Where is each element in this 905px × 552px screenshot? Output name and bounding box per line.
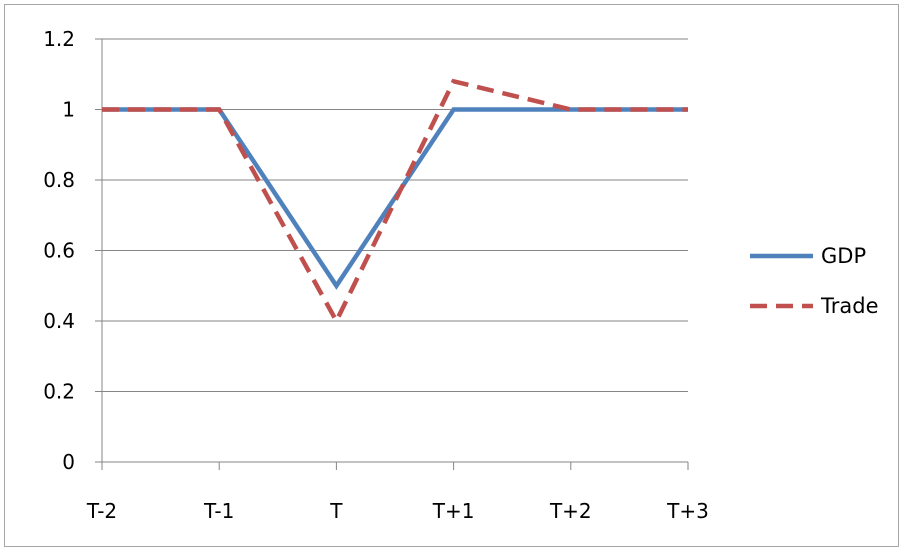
x-tick-label: T+2 [549,499,592,523]
y-tick-label: 0.2 [43,380,75,404]
x-tick-label: T-1 [203,499,234,523]
legend-label-trade: Trade [820,294,879,318]
x-tick-label: T [329,499,343,523]
axes [95,38,689,470]
series-line-trade [102,78,688,326]
gridlines [102,38,688,392]
chart-frame [4,4,899,547]
x-tick-label: T+1 [432,499,475,523]
y-tick-label: 1.2 [43,27,75,51]
y-tick-label: 0.6 [43,239,75,263]
legend: GDP Trade [750,244,879,318]
y-tick-label: 0 [62,450,75,474]
x-tick-labels: T-2 T-1 T T+1 T+2 T+3 [86,499,709,523]
y-tick-label: 0.4 [43,309,75,333]
y-tick-label: 0.8 [43,168,75,192]
y-tick-label: 1 [62,98,75,122]
x-tick-label: T+3 [666,499,709,523]
y-tick-labels: 0 0.2 0.4 0.6 0.8 1 1.2 [43,27,75,474]
series-lines [102,78,688,326]
legend-label-gdp: GDP [821,244,866,268]
x-tick-label: T-2 [86,499,117,523]
